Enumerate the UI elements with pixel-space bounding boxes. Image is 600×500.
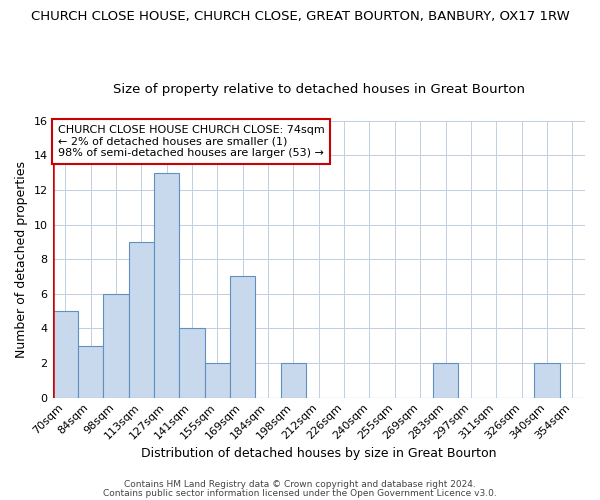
Bar: [281, 363, 306, 398]
Bar: [78, 346, 103, 398]
Text: Contains HM Land Registry data © Crown copyright and database right 2024.: Contains HM Land Registry data © Crown c…: [124, 480, 476, 489]
Bar: [534, 363, 560, 398]
Bar: [433, 363, 458, 398]
Title: Size of property relative to detached houses in Great Bourton: Size of property relative to detached ho…: [113, 83, 525, 96]
Bar: [154, 172, 179, 398]
Bar: [205, 363, 230, 398]
Text: Contains public sector information licensed under the Open Government Licence v3: Contains public sector information licen…: [103, 488, 497, 498]
X-axis label: Distribution of detached houses by size in Great Bourton: Distribution of detached houses by size …: [141, 447, 497, 460]
Bar: [103, 294, 128, 398]
Bar: [230, 276, 256, 398]
Bar: [53, 311, 78, 398]
Text: CHURCH CLOSE HOUSE, CHURCH CLOSE, GREAT BOURTON, BANBURY, OX17 1RW: CHURCH CLOSE HOUSE, CHURCH CLOSE, GREAT …: [31, 10, 569, 23]
Text: CHURCH CLOSE HOUSE CHURCH CLOSE: 74sqm
← 2% of detached houses are smaller (1)
9: CHURCH CLOSE HOUSE CHURCH CLOSE: 74sqm ←…: [58, 125, 325, 158]
Bar: [128, 242, 154, 398]
Bar: [179, 328, 205, 398]
Y-axis label: Number of detached properties: Number of detached properties: [15, 160, 28, 358]
